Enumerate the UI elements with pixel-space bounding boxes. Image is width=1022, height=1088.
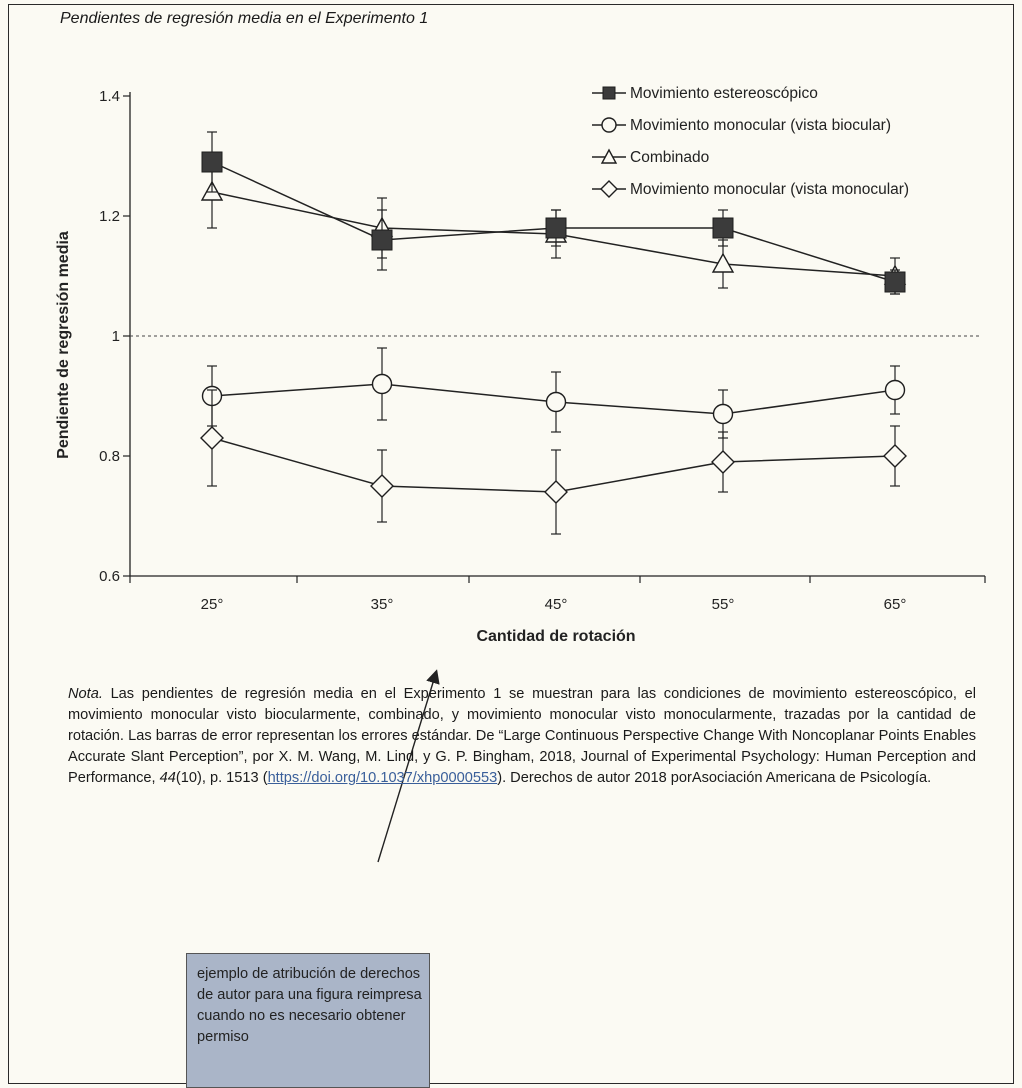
x-tick-label: 35°: [371, 596, 394, 613]
data-point: [884, 271, 906, 293]
data-point: [545, 391, 567, 413]
y-tick-label: 0.8: [99, 448, 120, 465]
figure-note: Nota. Las pendientes de regresión media …: [68, 684, 976, 789]
y-tick-label: 1.2: [99, 208, 120, 225]
data-point: [884, 379, 906, 401]
plot-area: [130, 131, 980, 535]
data-point: [201, 151, 223, 173]
data-point: [712, 217, 734, 239]
figure-title: Pendientes de regresión media en el Expe…: [60, 10, 429, 27]
data-point: [712, 403, 734, 425]
note-text: Las pendientes de regresión media en el …: [68, 686, 976, 786]
legend-label: Movimiento monocular (vista monocular): [630, 181, 909, 198]
x-tick-label: 25°: [201, 596, 224, 613]
legend: Movimiento estereoscópico Movimiento mono…: [592, 85, 909, 198]
page-border: [8, 4, 1014, 1084]
doi-link[interactable]: https://doi.org/10.1037/xhp0000553: [267, 770, 498, 786]
legend-label: Combinado: [630, 149, 709, 166]
legend-marker: [600, 148, 618, 164]
legend-item: Movimiento monocular (vista biocular): [592, 117, 891, 134]
callout-text: ejemplo de atribución de derechos de aut…: [197, 966, 422, 1045]
axes: 0.6 0.8 1 1.2 1.4 25° 35° 45° 55° 65° Cantidad de …: [55, 88, 986, 645]
data-point: [544, 480, 568, 504]
data-point: [371, 373, 393, 395]
x-tick-label: 55°: [712, 596, 735, 613]
data-point: [200, 426, 224, 450]
y-tick-label: 1: [112, 328, 120, 345]
x-tick-label: 65°: [884, 596, 907, 613]
data-point: [370, 474, 394, 498]
x-axis-title: Cantidad de rotación: [476, 628, 635, 645]
legend-item: Combinado: [592, 148, 709, 166]
series-0: [201, 131, 906, 295]
y-axis-title: Pendiente de regresión media: [55, 231, 72, 459]
data-point: [883, 444, 907, 468]
legend-marker: [602, 86, 616, 100]
x-tick-label: 45°: [545, 596, 568, 613]
series-3: [200, 389, 907, 535]
legend-label: Movimiento monocular (vista biocular): [630, 117, 891, 134]
callout-arrow: [377, 669, 440, 863]
data-point: [711, 252, 735, 273]
legend-marker: [600, 180, 618, 198]
data-point: [545, 217, 567, 239]
legend-item: Movimiento monocular (vista monocular): [592, 180, 909, 198]
data-point: [711, 450, 735, 474]
series-1: [201, 347, 906, 439]
y-tick-label: 1.4: [99, 88, 120, 105]
legend-marker: [601, 117, 617, 133]
y-tick-label: 0.6: [99, 568, 120, 585]
note-label: Nota.: [68, 686, 103, 702]
note-text-end: ). Derechos de autor 2018 porAsociación …: [497, 770, 932, 786]
data-point: [371, 229, 393, 251]
note-text-mid: (10), p. 1513 (: [175, 770, 268, 786]
note-volume: 44: [159, 770, 176, 786]
legend-label: Movimiento estereoscópico: [630, 85, 818, 102]
legend-item: Movimiento estereoscópico: [592, 85, 818, 102]
callout-box: ejemplo de atribución de derechos de aut…: [186, 953, 430, 1088]
